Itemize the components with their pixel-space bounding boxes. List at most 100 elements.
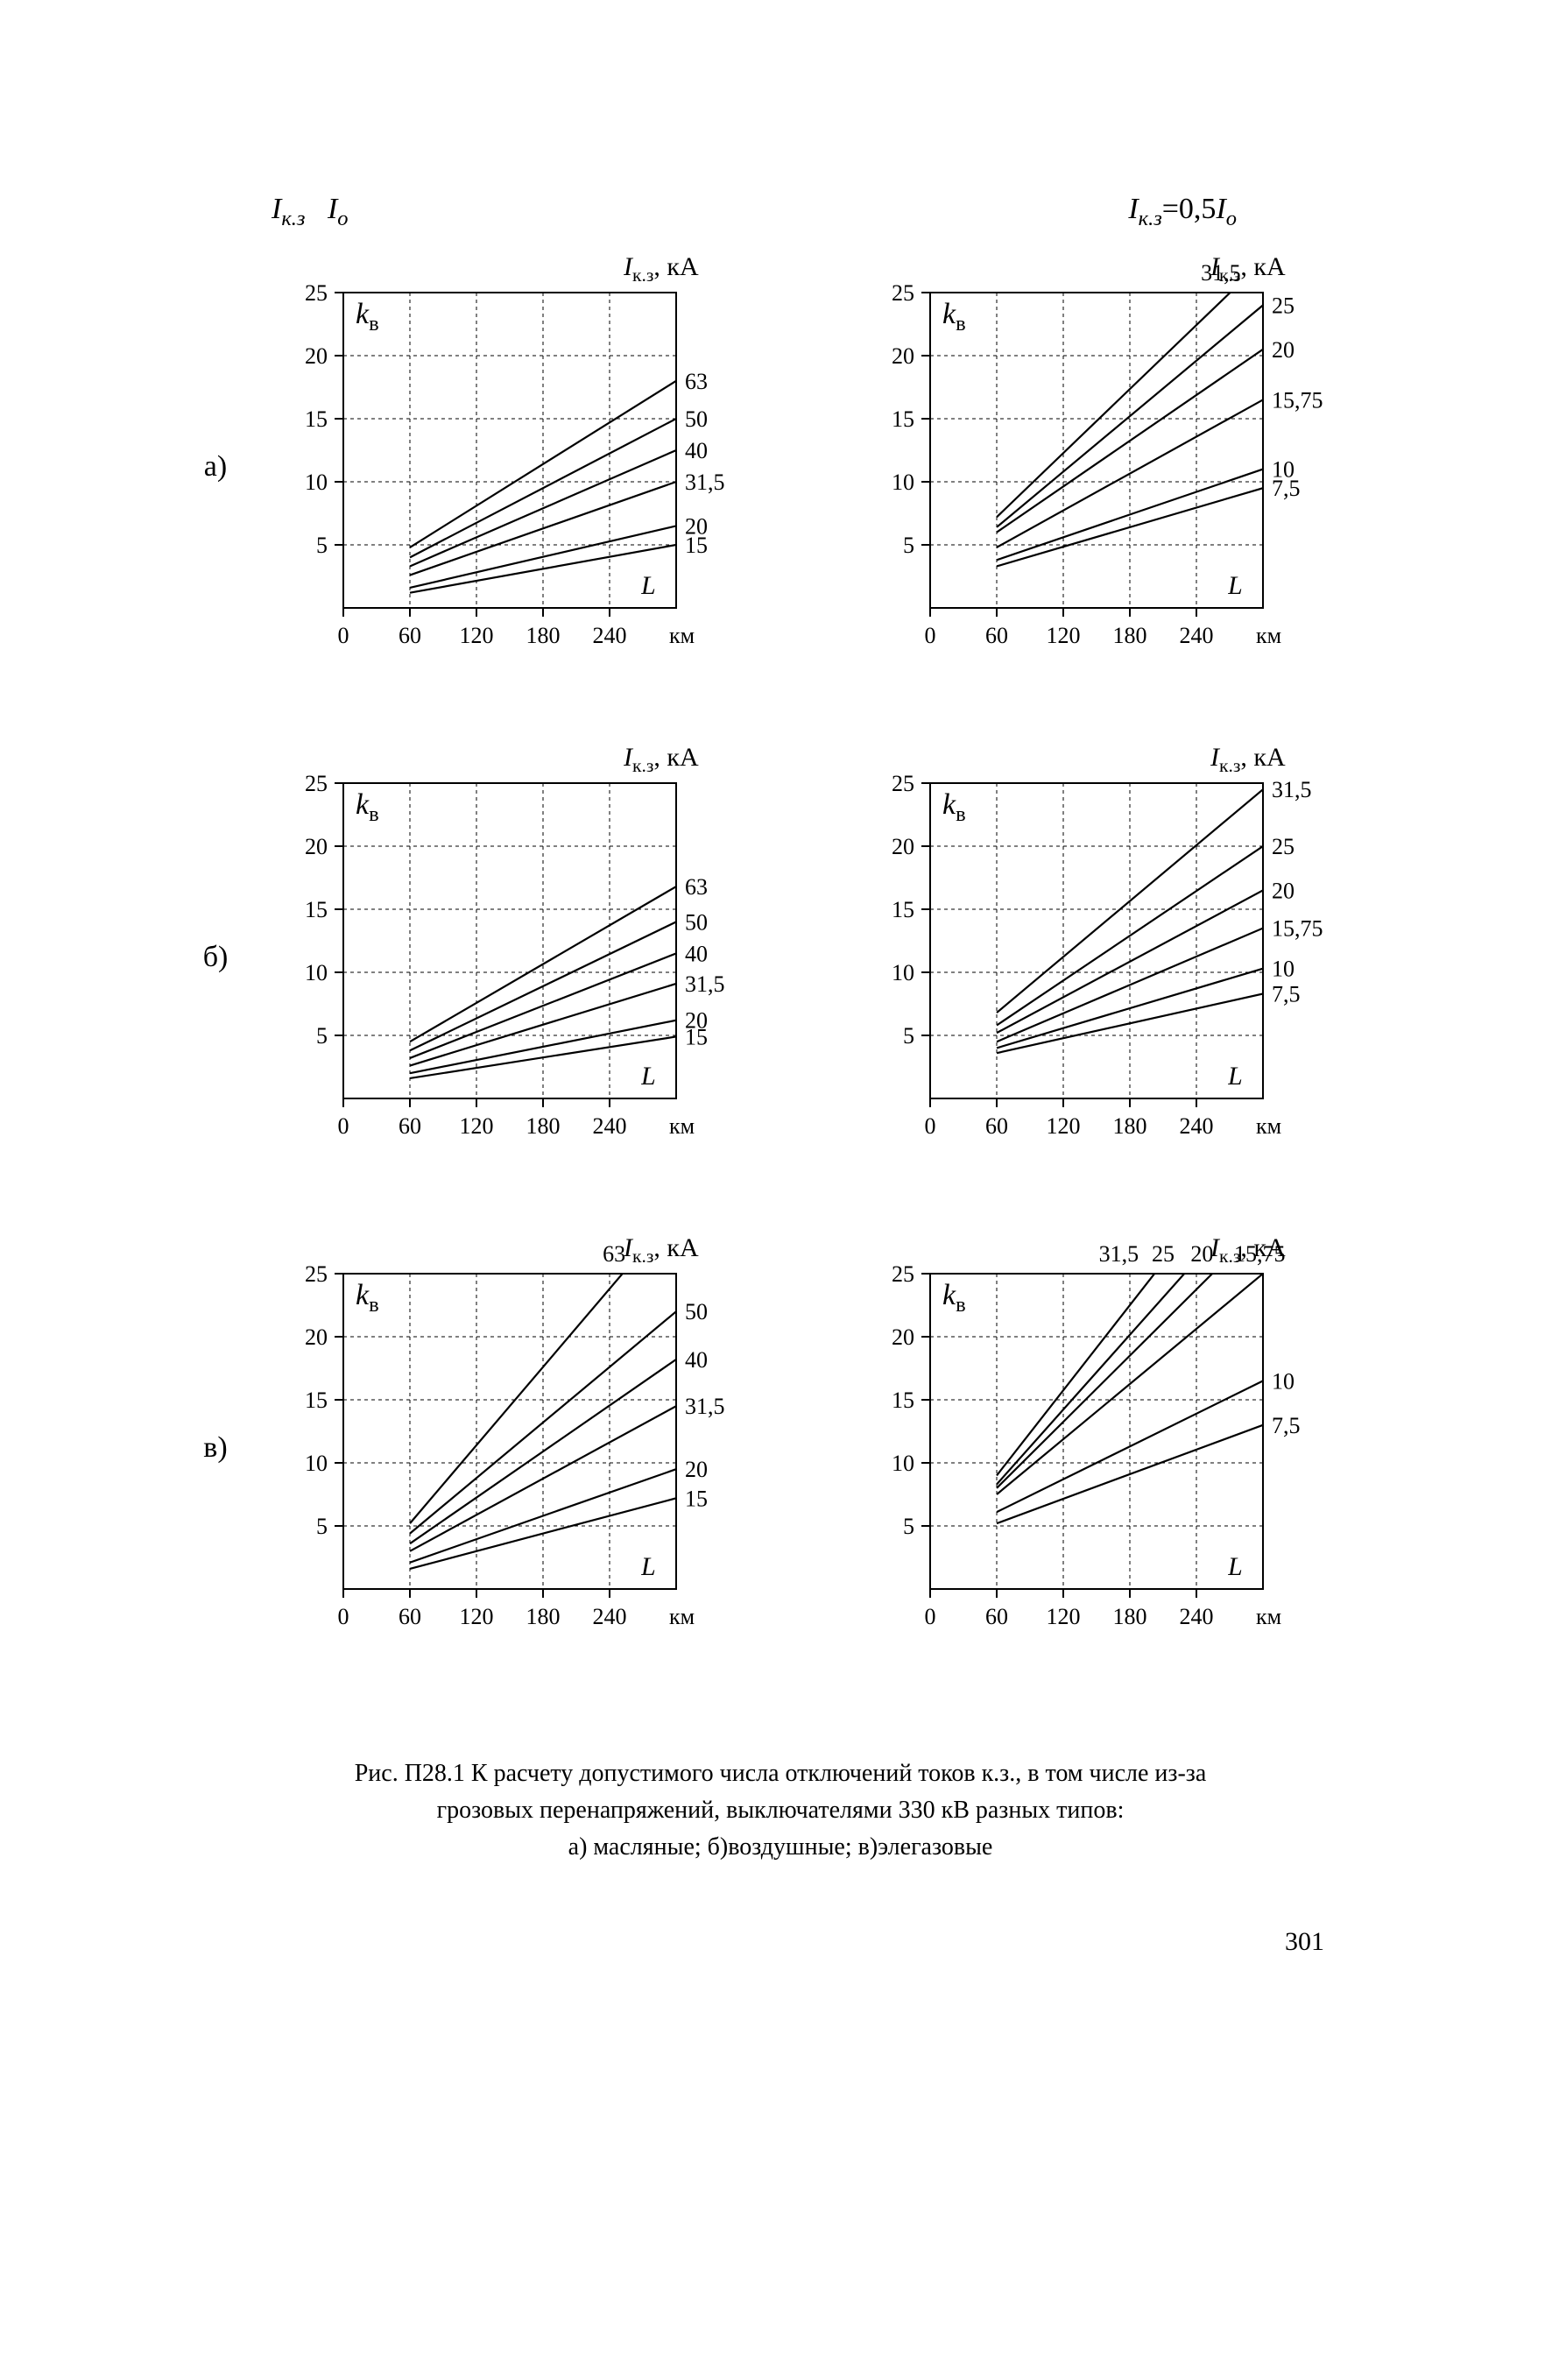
svg-text:10: 10 [892,1451,914,1476]
svg-text:120: 120 [460,1604,494,1629]
svg-text:60: 60 [399,1113,421,1139]
svg-text:15,75: 15,75 [1272,915,1323,941]
svg-text:25: 25 [892,1261,914,1287]
svg-text:0: 0 [338,1604,349,1629]
chart-panel: 510152025060120180240км31,5252015,75107,… [869,739,1359,1169]
svg-text:0: 0 [338,623,349,648]
svg-text:60: 60 [985,1113,1008,1139]
svg-text:7,5: 7,5 [1272,476,1301,501]
svg-text:10: 10 [892,470,914,495]
column-header-right: Iк.з=0,5Iо [1128,193,1237,231]
svg-text:5: 5 [316,1514,328,1539]
svg-text:180: 180 [526,1113,561,1139]
svg-text:240: 240 [593,623,627,648]
svg-text:20: 20 [305,343,328,369]
svg-text:31,5: 31,5 [685,971,725,997]
svg-text:7,5: 7,5 [1272,1413,1301,1438]
svg-text:40: 40 [685,438,708,463]
svg-text:31,5: 31,5 [685,470,725,495]
row-label: в) [201,1230,229,1465]
svg-text:20: 20 [892,834,914,859]
svg-text:5: 5 [316,1023,328,1049]
chart-panel: 510152025060120180240км504031,5201563kвI… [282,1230,772,1659]
chart-panel: 510152025060120180240км107,531,5252015,7… [869,1230,1359,1659]
svg-text:20: 20 [892,1324,914,1350]
svg-text:10: 10 [1272,1368,1295,1394]
svg-text:63: 63 [685,874,708,900]
svg-text:60: 60 [399,1604,421,1629]
svg-text:7,5: 7,5 [1272,981,1301,1006]
column-header-left: Iк.з Iо [272,193,349,231]
svg-text:0: 0 [925,623,936,648]
svg-text:20: 20 [305,834,328,859]
svg-text:120: 120 [1047,1113,1081,1139]
chart-panel: 510152025060120180240км252015,75107,531,… [869,249,1359,678]
svg-text:15: 15 [892,406,914,432]
svg-text:40: 40 [685,1347,708,1373]
svg-text:180: 180 [1113,623,1147,648]
svg-text:5: 5 [903,1514,914,1539]
svg-text:5: 5 [903,533,914,558]
svg-text:120: 120 [1047,1604,1081,1629]
svg-text:60: 60 [399,623,421,648]
svg-text:20: 20 [305,1324,328,1350]
chart-panel: 510152025060120180240км63504031,52015kвI… [282,249,772,678]
figure-caption: Рис. П28.1 К расчету допустимого числа о… [201,1755,1359,1866]
svg-text:240: 240 [1180,1113,1214,1139]
svg-text:180: 180 [1113,1604,1147,1629]
svg-text:50: 50 [685,909,708,935]
svg-text:15,75: 15,75 [1272,387,1323,413]
svg-text:15: 15 [892,897,914,922]
svg-text:31,5: 31,5 [1099,1241,1139,1267]
svg-text:км: км [1256,1604,1281,1629]
svg-text:10: 10 [1272,956,1295,981]
svg-text:5: 5 [316,533,328,558]
svg-text:0: 0 [925,1113,936,1139]
svg-text:10: 10 [305,960,328,985]
svg-text:31,5: 31,5 [685,1394,725,1419]
svg-text:25: 25 [1272,834,1295,859]
svg-text:15: 15 [305,1388,328,1413]
svg-text:25: 25 [305,280,328,306]
svg-text:50: 50 [685,406,708,432]
svg-text:240: 240 [1180,623,1214,648]
svg-text:км: км [1256,623,1281,648]
svg-text:10: 10 [892,960,914,985]
svg-text:25: 25 [1272,293,1295,318]
svg-text:км: км [669,1113,695,1139]
row-label: б) [201,739,229,974]
svg-text:5: 5 [903,1023,914,1049]
svg-text:20: 20 [685,1457,708,1482]
svg-text:20: 20 [1272,337,1295,363]
svg-text:60: 60 [985,1604,1008,1629]
svg-text:км: км [669,1604,695,1629]
svg-text:25: 25 [305,1261,328,1287]
svg-text:15: 15 [892,1388,914,1413]
svg-text:0: 0 [338,1113,349,1139]
svg-text:0: 0 [925,1604,936,1629]
svg-text:240: 240 [593,1113,627,1139]
chart-panel: 510152025060120180240км63504031,52015kвI… [282,739,772,1169]
svg-text:120: 120 [460,623,494,648]
svg-text:120: 120 [460,1113,494,1139]
svg-text:10: 10 [305,1451,328,1476]
svg-text:63: 63 [685,369,708,394]
svg-text:180: 180 [526,623,561,648]
svg-text:15: 15 [685,533,708,558]
svg-text:15: 15 [685,1024,708,1049]
svg-text:20: 20 [892,343,914,369]
svg-text:км: км [669,623,695,648]
svg-text:25: 25 [1152,1241,1175,1267]
svg-text:120: 120 [1047,623,1081,648]
svg-text:25: 25 [892,771,914,796]
row-label: а) [201,249,229,484]
svg-text:15: 15 [305,406,328,432]
svg-text:40: 40 [685,941,708,966]
svg-text:240: 240 [1180,1604,1214,1629]
svg-text:км: км [1256,1113,1281,1139]
page-number: 301 [201,1927,1359,1957]
svg-text:15: 15 [685,1486,708,1511]
svg-text:25: 25 [305,771,328,796]
svg-text:15: 15 [305,897,328,922]
svg-text:50: 50 [685,1299,708,1324]
